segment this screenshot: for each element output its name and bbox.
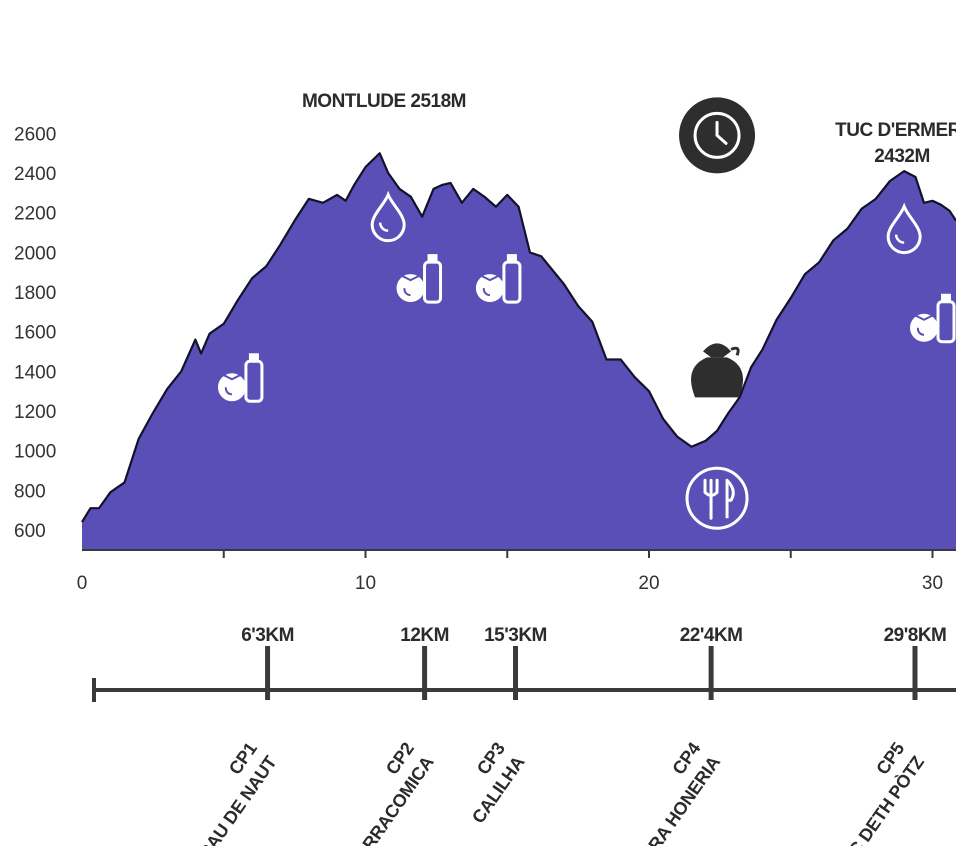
checkpoint-km-label: 6'3KM <box>241 625 294 646</box>
elevation-area-layer <box>81 152 956 550</box>
x-tick-label: 10 <box>355 573 376 594</box>
water-drop-shape <box>370 190 406 243</box>
bottle-cap <box>248 353 259 362</box>
tomato-shape <box>217 373 246 402</box>
peak-label-montlude: MONTLUDE 2518M <box>302 91 466 112</box>
elevation-line <box>81 152 956 523</box>
tomato-bottle-icon <box>217 353 264 403</box>
y-tick-label: 1200 <box>14 402 56 423</box>
tomato-shape <box>396 274 425 303</box>
checkpoint-km-label: 29'8KM <box>884 625 947 646</box>
x-axis: 0 10 20 30 <box>77 549 956 594</box>
x-tick-label: 20 <box>638 573 659 594</box>
drop-bag-icon <box>691 343 744 398</box>
y-tick-label: 1600 <box>14 323 56 344</box>
tomato-shape <box>475 274 504 303</box>
tomato-bottle-icon <box>910 293 956 344</box>
tomato-shine <box>403 287 411 297</box>
x-tick-label: 0 <box>77 573 88 594</box>
tomato-leaf <box>481 275 499 282</box>
y-tick-label: 1800 <box>14 283 56 304</box>
elevation-area <box>82 153 956 550</box>
bottle-cap <box>941 293 951 302</box>
bottle-cap <box>427 254 438 263</box>
tomato-shine <box>224 387 233 396</box>
y-tick-label: 2400 <box>14 164 56 185</box>
tomato-leaf <box>223 374 241 381</box>
restaurant-ring <box>685 466 749 530</box>
checkpoint-km-label: 15'3KM <box>484 625 547 646</box>
tomato-shape <box>910 313 938 342</box>
water-drop-shape <box>886 202 922 255</box>
tomato-leaf <box>915 314 933 321</box>
checkpoint-km-label: 12KM <box>400 625 449 646</box>
bottle-cap <box>506 254 517 263</box>
restaurant-icon <box>685 466 749 530</box>
y-tick-label: 600 <box>14 521 46 542</box>
y-tick-label: 2600 <box>14 124 56 145</box>
tomato-shine <box>482 287 491 297</box>
y-axis: 600 800 1000 1200 1400 1600 1800 2000 2200 2400 26… <box>14 124 56 542</box>
tomato-leaf <box>402 275 419 282</box>
tomato-bottle-icon <box>475 254 522 304</box>
checkpoint-km-label: 22'4KM <box>680 625 743 646</box>
y-tick-label: 2200 <box>14 204 56 225</box>
bag-knot <box>703 343 732 358</box>
bag-tie <box>730 346 740 356</box>
water-drop-shine <box>378 222 389 232</box>
tomato-shine <box>916 327 925 336</box>
peak-label-tuc-dermer: TUC D'ERMER <box>835 120 956 141</box>
peak-label-tuc-dermer-elevation: 2432M <box>874 146 930 167</box>
knife-shape <box>725 478 735 519</box>
fork-shape <box>703 478 719 520</box>
y-tick-label: 800 <box>14 481 46 502</box>
water-drop-icon <box>370 190 406 243</box>
x-tick-label: 30 <box>922 573 943 594</box>
y-tick-label: 1400 <box>14 362 56 383</box>
water-drop-icon <box>886 202 922 255</box>
y-tick-label: 2000 <box>14 243 56 264</box>
bag-body <box>691 357 744 398</box>
tomato-bottle-icon <box>396 254 443 304</box>
clock-hands <box>715 120 728 145</box>
aid-station-icons <box>217 97 956 530</box>
clock-face <box>693 111 741 159</box>
y-tick-label: 1000 <box>14 442 56 463</box>
clock-icon <box>679 97 756 174</box>
water-drop-shine <box>894 234 905 244</box>
